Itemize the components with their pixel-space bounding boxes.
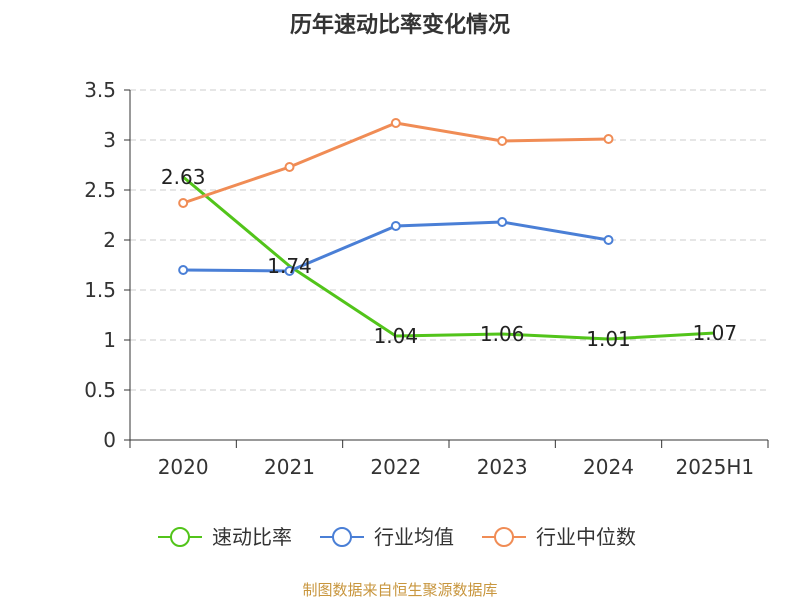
- x-tick-label-2025H1: 2025H1: [675, 455, 754, 479]
- y-tick-label-1: 0.5: [84, 378, 116, 402]
- series-1-point-2022[interactable]: [390, 221, 401, 231]
- legend-item-1[interactable]: 行业均值: [320, 525, 454, 549]
- data-label-2023: 1.06: [480, 322, 525, 346]
- legend-label-0: 速动比率: [212, 525, 292, 549]
- legend-label-1: 行业均值: [374, 525, 454, 549]
- y-tick-label-2: 1: [103, 328, 116, 352]
- series-layer: [178, 118, 715, 341]
- legend-swatch-marker-0: [170, 527, 190, 547]
- data-labels: 2.63 1.74 1.04 1.06 1.01 1.07: [161, 165, 737, 351]
- legend[interactable]: 速动比率 行业均值 行业中位数: [158, 525, 636, 549]
- legend-swatch-marker-2: [494, 527, 514, 547]
- x-tick-label-2022: 2022: [370, 455, 421, 479]
- series-2-point-2024[interactable]: [603, 134, 614, 144]
- data-label-2020: 2.63: [161, 165, 206, 189]
- x-tick-label-2023: 2023: [477, 455, 528, 479]
- series-2-point-2023[interactable]: [497, 136, 508, 146]
- data-label-2022: 1.04: [374, 324, 419, 348]
- y-tick-label-5: 2.5: [84, 178, 116, 202]
- series-1-point-2024[interactable]: [603, 235, 614, 245]
- legend-swatch-marker-1: [332, 527, 352, 547]
- series-2-point-2022[interactable]: [390, 118, 401, 128]
- y-tick-label-0: 0: [103, 428, 116, 452]
- legend-label-2: 行业中位数: [536, 525, 636, 549]
- x-tick-label-2020: 2020: [158, 455, 209, 479]
- series-1-point-2023[interactable]: [497, 217, 508, 227]
- source-note: 制图数据来自恒生聚源数据库: [302, 581, 497, 599]
- legend-item-2[interactable]: 行业中位数: [482, 525, 636, 549]
- x-tick-label-2024: 2024: [583, 455, 634, 479]
- data-label-2021: 1.74: [267, 254, 312, 278]
- data-label-2025H1: 1.07: [693, 321, 738, 345]
- data-label-2024: 1.01: [586, 327, 631, 351]
- series-1-point-2021[interactable]: [284, 266, 295, 276]
- series-line-0: [182, 175, 715, 341]
- series-2: [178, 118, 614, 208]
- series-line-2: [182, 121, 609, 205]
- legend-item-0[interactable]: 速动比率: [158, 525, 292, 549]
- y-tick-label-6: 3: [103, 128, 116, 152]
- series-2-point-2021[interactable]: [284, 162, 295, 172]
- chart-title: 历年速动比率变化情况: [290, 12, 510, 38]
- y-tick-label-3: 1.5: [84, 278, 116, 302]
- y-tick-label-4: 2: [103, 228, 116, 252]
- x-tick-label-2021: 2021: [264, 455, 315, 479]
- grid-lines: [130, 89, 768, 391]
- y-tick-label-7: 3.5: [84, 78, 116, 102]
- axes: 0 0.5 1 1.5 2 2.5 3 3.5 2020 2021 2022 2023 2024 2025…: [84, 78, 769, 479]
- series-1: [178, 217, 614, 276]
- series-2-point-2020[interactable]: [178, 198, 189, 208]
- series-1-point-2020[interactable]: [178, 265, 189, 275]
- series-0: [182, 175, 715, 341]
